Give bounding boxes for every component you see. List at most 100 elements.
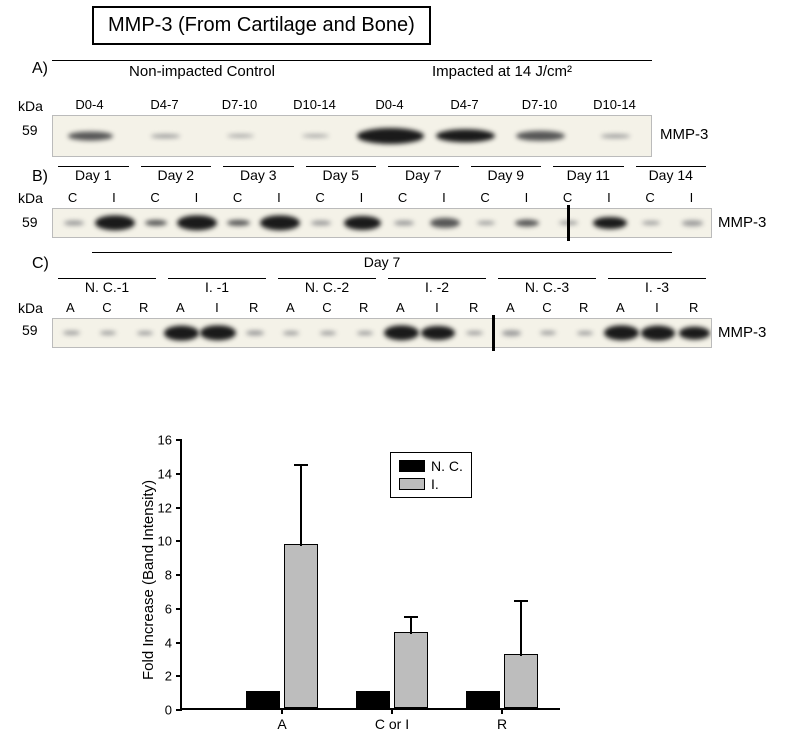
panel-c-divider <box>492 315 495 351</box>
chart-ytick <box>176 642 182 644</box>
chart-ytick-label: 12 <box>158 500 172 515</box>
panel-a-lane-label: D0-4 <box>52 97 127 112</box>
chart-xtick <box>391 708 393 714</box>
panel-c-group-header: N. C.-2 <box>272 278 382 295</box>
blot-band <box>577 331 593 335</box>
panel-a-lane-label: D4-7 <box>127 97 202 112</box>
legend-label: N. C. <box>431 457 463 475</box>
panel-b-lane-label: C <box>465 190 506 205</box>
legend-row: I. <box>399 475 463 493</box>
chart-ytick <box>176 473 182 475</box>
blot-band <box>227 220 250 226</box>
panel-c-blot <box>52 318 712 348</box>
panel-c-group-header: I. -3 <box>602 278 712 295</box>
chart-ytick-label: 14 <box>158 466 172 481</box>
panel-c-lane-label: R <box>675 300 712 315</box>
blot-band <box>200 325 236 340</box>
panel-c-lane-label: A <box>272 300 309 315</box>
blot-band <box>246 331 264 336</box>
figure-title: MMP-3 (From Cartilage and Bone) <box>92 6 431 45</box>
blot-band <box>64 221 84 226</box>
panel-c-lane-label: A <box>382 300 419 315</box>
chart-bar <box>504 654 538 708</box>
legend-swatch <box>399 460 425 472</box>
blot-band <box>177 215 217 230</box>
panel-b-divider <box>567 205 570 241</box>
panel-b-lane-label: C <box>630 190 671 205</box>
chart-bar <box>394 632 428 708</box>
chart-error-bar <box>300 464 302 547</box>
chart-ytick <box>176 608 182 610</box>
panel-a-band-name: MMP-3 <box>660 126 708 143</box>
blot-band <box>283 331 299 335</box>
chart-xtick <box>281 708 283 714</box>
panel-b-lane-label: I <box>176 190 217 205</box>
panel-c-lane-label: I <box>199 300 236 315</box>
blot-band <box>100 331 116 335</box>
panel-c-group-header: I. -1 <box>162 278 272 295</box>
panel-c-lane-label: R <box>565 300 602 315</box>
panel-b-kda-label: kDa <box>18 190 43 206</box>
panel-c-lane-label: A <box>602 300 639 315</box>
panel-a-lane-label: D7-10 <box>202 97 277 112</box>
chart-ytick <box>176 540 182 542</box>
blot-band <box>593 217 627 229</box>
chart-bar <box>284 544 318 708</box>
panel-a-lane-label: D10-14 <box>277 97 352 112</box>
panel-c-lane-label: A <box>52 300 89 315</box>
blot-band <box>394 221 414 226</box>
chart-error-cap <box>294 464 308 466</box>
panel-b-band-name: MMP-3 <box>718 214 766 231</box>
panel-b-day-header: Day 5 <box>300 166 383 183</box>
blot-band <box>642 221 660 225</box>
chart-error-cap <box>404 616 418 618</box>
chart-ytick <box>176 507 182 509</box>
panel-b-lane-label: I <box>423 190 464 205</box>
blot-band <box>641 326 675 341</box>
chart-ytick-label: 8 <box>165 568 172 583</box>
panel-c-lane-label: C <box>309 300 346 315</box>
panel-c-group-header: N. C.-3 <box>492 278 602 295</box>
chart-bar <box>466 691 500 708</box>
panel-b-day-header: Day 2 <box>135 166 218 183</box>
panel-b-lane-label: I <box>506 190 547 205</box>
blot-band <box>682 220 703 226</box>
chart-ytick-label: 16 <box>158 433 172 448</box>
blot-band <box>601 134 630 138</box>
panel-b-lane-label: C <box>52 190 93 205</box>
panel-b-day-header: Day 9 <box>465 166 548 183</box>
chart-xtick <box>501 708 503 714</box>
legend-label: I. <box>431 475 439 493</box>
blot-band <box>311 221 331 226</box>
chart-ytick <box>176 574 182 576</box>
chart-ytick-label: 4 <box>165 635 172 650</box>
panel-c-lane-label: I <box>639 300 676 315</box>
panel-b-label: B) <box>32 168 48 186</box>
blot-band <box>502 330 521 336</box>
blot-band <box>516 131 565 141</box>
panel-c-lane-label: A <box>162 300 199 315</box>
panel-a-blot <box>52 115 652 157</box>
blot-band <box>679 327 710 340</box>
panel-a-label: A) <box>32 60 48 78</box>
legend-row: N. C. <box>399 457 463 475</box>
panel-c-lane-label: R <box>125 300 162 315</box>
blot-band <box>436 129 495 142</box>
blot-band <box>604 325 640 340</box>
chart-ytick-label: 6 <box>165 601 172 616</box>
bar-chart: 0246810121416AC or IR <box>180 440 560 710</box>
chart-ytick-label: 10 <box>158 534 172 549</box>
panel-c-lane-label: C <box>89 300 126 315</box>
panel-b-lane-label: I <box>588 190 629 205</box>
legend-swatch <box>399 478 425 490</box>
blot-band <box>302 134 330 137</box>
blot-band <box>477 221 495 225</box>
panel-c-group-header: N. C.-1 <box>52 278 162 295</box>
chart-ytick <box>176 709 182 711</box>
blot-band <box>63 331 80 335</box>
panel-c-kda-value: 59 <box>22 322 38 338</box>
panel-a-kda-value: 59 <box>22 122 38 138</box>
panel-c-lane-label: R <box>345 300 382 315</box>
blot-band <box>421 326 454 340</box>
panel-c-header: Day 7 <box>52 252 712 270</box>
